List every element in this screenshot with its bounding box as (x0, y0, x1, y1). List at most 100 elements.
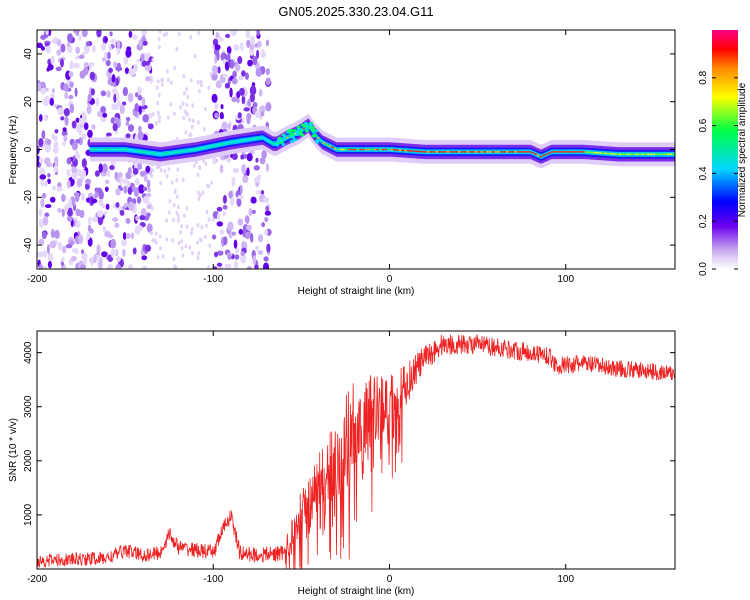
spectrogram-noise-cell (137, 130, 144, 141)
spectrogram-noise-cell (241, 94, 246, 105)
spectrogram-noise-cell (54, 156, 59, 166)
spectrogram-noise-cell (45, 45, 51, 54)
ridge-core-cell (590, 151, 594, 154)
spectrogram-noise-cell (265, 205, 270, 213)
spectrogram-noise-cell (252, 255, 257, 265)
spectrogram-noise-cell (46, 162, 53, 168)
spectrogram-noise-cell (146, 223, 153, 233)
spectrogram-noise-cell (116, 47, 121, 55)
ridge-core-cell (339, 148, 343, 151)
ridge-core-cell (201, 147, 205, 149)
ridge-core-cell (285, 136, 289, 139)
spectrogram-noise-cell (75, 117, 80, 123)
spectrogram-noise-cell (173, 188, 177, 194)
spectrogram-noise-cell (132, 167, 139, 175)
spectrogram-noise-cell (192, 163, 196, 168)
spectrogram-noise-cell (234, 63, 241, 72)
snr-series-line (37, 334, 675, 569)
spectrogram-noise-cell (214, 44, 221, 51)
spectrogram-noise-cell (66, 168, 71, 177)
ridge-core-cell (99, 148, 103, 151)
spectrogram-noise-cell (61, 193, 66, 203)
spectrogram-noise-cell (175, 47, 179, 52)
ridge-core-cell (494, 150, 498, 153)
spectrogram-noise-cell (61, 140, 67, 147)
spectrogram-noise-cell (226, 52, 231, 62)
spectrogram-noise-cell (56, 186, 63, 192)
spectrogram-noise-cell (64, 91, 69, 100)
spectrogram-noise-cell (207, 265, 210, 269)
spectrogram-noise-cell (216, 221, 224, 227)
ridge-core-cell (362, 148, 365, 151)
spectrogram-noise-cell (112, 217, 119, 222)
spectrogram-noise-cell (147, 187, 151, 193)
spectrogram-noise-cell (125, 116, 131, 122)
spectrogram-noise-cell (66, 180, 71, 189)
ridge-blob (304, 126, 309, 130)
spectrogram-noise-cell (106, 90, 111, 98)
spectrogram-noise-cell (115, 263, 122, 269)
spectrogram-noise-cell (205, 223, 208, 228)
spectrogram-noise-cell (207, 217, 211, 222)
spectrogram-noise-cell (223, 236, 228, 246)
spectrogram-noise-cell (260, 49, 266, 59)
spectrogram-noise-cell (181, 177, 185, 183)
spectrogram-noise-cell (170, 180, 174, 185)
x-tick-label: 100 (557, 574, 574, 585)
spectrogram-noise-cell (154, 240, 158, 245)
spectrogram-noise-cell (256, 49, 260, 59)
colorbar-tick-label: 0.6 (698, 118, 709, 132)
y-tick-label: 4000 (23, 341, 34, 364)
ridge-core-cell (562, 150, 566, 153)
spectrogram-noise-cell (256, 30, 260, 37)
spectrogram-noise-cell (228, 190, 233, 199)
spectrogram-noise-cell (82, 255, 88, 266)
ridge-core-cell (548, 151, 551, 154)
spectrogram-noise-cell (185, 206, 189, 211)
spectrogram-noise-cell (60, 43, 66, 53)
spectrogram-noise-cell (83, 61, 89, 68)
spectrogram-noise-cell (162, 32, 166, 38)
spectrogram-noise-cell (225, 33, 231, 38)
spectrogram-noise-cell (246, 167, 250, 177)
ridge-core-cell (607, 152, 611, 155)
ridge-core-cell (658, 153, 661, 156)
spectrogram-noise-cell (139, 214, 146, 221)
ridge-core-cell (299, 129, 303, 132)
spectrogram-noise-cell (180, 224, 184, 229)
ridge-core-cell (215, 144, 219, 147)
spectrogram-noise-cell (177, 31, 181, 37)
ridge-core-cell (127, 149, 131, 151)
spectrogram-noise-cell (119, 209, 125, 216)
spectrogram-noise-cell (197, 120, 200, 125)
spectrogram-noise-cell (199, 237, 203, 243)
ridge-core-cell (570, 150, 574, 153)
ridge-core-cell (189, 149, 193, 151)
spectrogram-noise-cell (105, 59, 111, 67)
ridge-core-cell (573, 150, 577, 153)
spectrogram-x-label: Height of straight line (km) (298, 286, 415, 297)
spectrogram-noise-cell (160, 78, 164, 83)
spectrogram-noise-cell (50, 93, 55, 100)
ridge-core-cell (401, 149, 405, 152)
spectrogram-noise-cell (217, 266, 224, 269)
spectrogram-noise-cell (151, 168, 155, 173)
ridge-core-cell (359, 148, 362, 151)
spectrogram-noise-cell (72, 160, 78, 167)
spectrogram-noise-cell (125, 217, 131, 224)
spectrogram-noise-cell (112, 123, 118, 132)
spectrogram-noise-cell (38, 218, 45, 228)
spectrogram-noise-cell (141, 265, 148, 269)
ridge-core-cell (257, 137, 261, 139)
spectrogram-noise-cell (204, 161, 208, 166)
spectrogram-noise-cell (60, 116, 65, 121)
spectrogram-noise-cell (179, 105, 182, 110)
ridge-core-cell (243, 139, 247, 142)
spectrogram-noise-cell (228, 233, 233, 239)
spectrogram-noise-cell (169, 80, 173, 85)
ridge-core-cell (393, 148, 396, 151)
spectrogram-noise-cell (255, 189, 262, 195)
spectrogram-noise-cell (249, 43, 255, 50)
spectrogram-noise-cell (261, 149, 267, 159)
ridge-core-cell (460, 150, 464, 153)
